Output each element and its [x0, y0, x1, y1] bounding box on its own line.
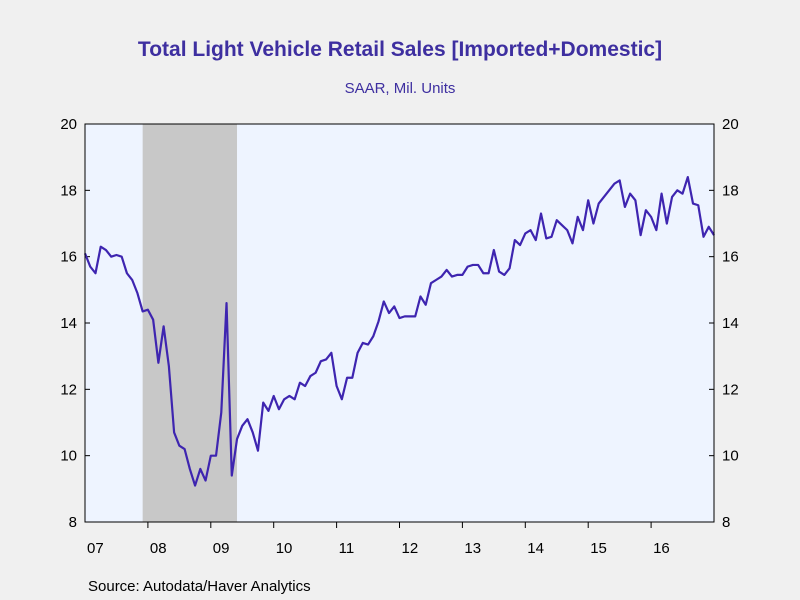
y-tick-label-right: 14 [722, 315, 739, 332]
y-tick-label-left: 16 [60, 249, 77, 266]
x-tick-label: 12 [402, 540, 419, 557]
x-tick-label: 13 [464, 540, 481, 557]
y-tick-label-left: 10 [60, 448, 77, 465]
series-line [83, 175, 715, 487]
y-tick-label-left: 20 [60, 116, 77, 133]
y-tick-label-right: 10 [722, 448, 739, 465]
chart-source: Source: Autodata/Haver Analytics [88, 578, 311, 595]
x-tick-label: 16 [653, 540, 670, 557]
x-tick-label: 08 [150, 540, 167, 557]
y-tick-label-right: 18 [722, 182, 739, 199]
x-tick-label: 15 [590, 540, 607, 557]
y-tick-label-left: 18 [60, 182, 77, 199]
x-tick-label: 07 [87, 540, 104, 557]
plot-border [84, 123, 715, 523]
y-tick-label-left: 14 [60, 315, 77, 332]
x-tick-label: 10 [276, 540, 293, 557]
y-tick-label-right: 12 [722, 381, 739, 398]
y-tick-label-right: 20 [722, 116, 739, 133]
y-tick-label-right: 8 [722, 514, 730, 531]
x-tick-label: 14 [527, 540, 544, 557]
x-tick-label: 09 [213, 540, 230, 557]
y-tick-label-left: 8 [69, 514, 77, 531]
y-tick-label-right: 16 [722, 249, 739, 266]
x-tick-label: 11 [339, 540, 355, 557]
chart-title: Total Light Vehicle Retail Sales [Import… [137, 38, 663, 61]
recession-band [142, 124, 238, 522]
chart-subtitle: SAAR, Mil. Units [344, 80, 456, 97]
axis-ticks [85, 123, 714, 528]
y-tick-label-left: 12 [60, 381, 77, 398]
tick-labels: 8 8 10 10 12 12 14 14 16 16 18 18 20 20 07 08 09 10 11 12 13… [60, 116, 738, 557]
